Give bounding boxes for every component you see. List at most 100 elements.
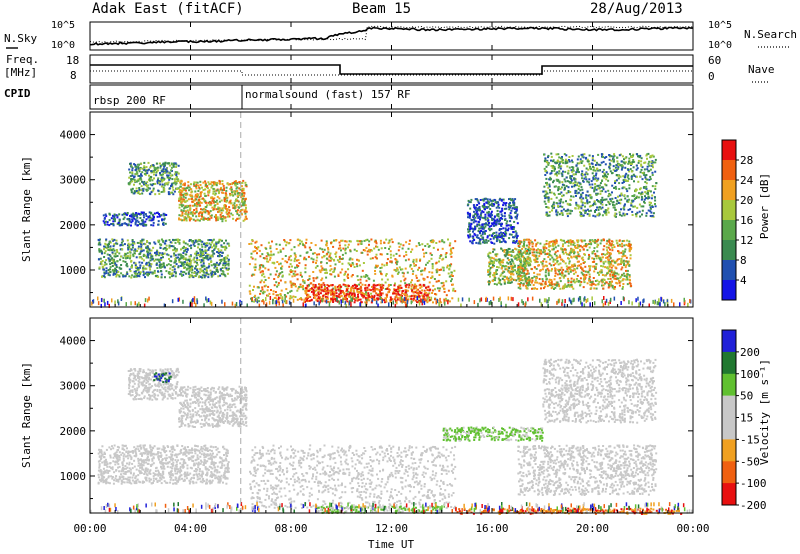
scatter-cell-3 bbox=[195, 193, 198, 196]
scatter-cell-6 bbox=[488, 201, 491, 204]
scatter-cell-0 bbox=[128, 250, 131, 253]
scatter-cell-0 bbox=[227, 267, 230, 270]
scatter-cell-0 bbox=[217, 250, 220, 253]
scatter-cell-3 bbox=[244, 198, 247, 201]
scatter-cell-2 bbox=[159, 172, 161, 174]
scatter-cell-6 bbox=[501, 234, 503, 237]
scatter-cell-4 bbox=[298, 262, 301, 265]
scatter-cell-3 bbox=[219, 216, 222, 219]
scatter-cell-7 bbox=[510, 281, 513, 284]
scatter-cell-0 bbox=[105, 263, 108, 266]
scatter-cell-0 bbox=[141, 261, 144, 264]
scatter-cell-8 bbox=[518, 240, 521, 243]
scatter-cell-8 bbox=[610, 280, 613, 283]
scatter-cell-0 bbox=[221, 251, 224, 254]
scatter-cell-8 bbox=[569, 270, 572, 273]
scatter-cell-8 bbox=[570, 281, 573, 284]
scatter-cell-1 bbox=[130, 215, 133, 218]
scatter-cell-8 bbox=[554, 272, 557, 275]
scatter-cell-4 bbox=[415, 245, 418, 248]
scatter-cell-0 bbox=[146, 254, 149, 257]
scatter-cell-1 bbox=[145, 223, 148, 226]
scatter-cell-6 bbox=[488, 229, 491, 232]
scatter-cell-5 bbox=[392, 292, 395, 295]
scatter-cell-5 bbox=[357, 293, 359, 296]
scatter-cell-4 bbox=[312, 252, 315, 255]
scatter-cell-6 bbox=[476, 213, 479, 216]
scatter-cell-4 bbox=[406, 271, 409, 274]
scatter-cell-4 bbox=[329, 273, 332, 276]
scatter-cell-7 bbox=[502, 264, 504, 267]
scatter-cell-6 bbox=[505, 207, 508, 210]
scatter-cell-8 bbox=[605, 256, 608, 259]
scatter-cell-5 bbox=[353, 292, 356, 295]
scatter-cell-0 bbox=[218, 255, 221, 258]
scatter-cell-2 bbox=[138, 163, 140, 166]
scatter-cell-4 bbox=[396, 268, 399, 271]
scatter-cell-6 bbox=[477, 220, 480, 223]
scatter-cell-0 bbox=[221, 258, 224, 261]
scatter-cell-8 bbox=[520, 241, 523, 244]
scatter-cell-6 bbox=[471, 240, 474, 243]
scatter-cell-1 bbox=[148, 211, 151, 214]
scatter-cell-6 bbox=[495, 234, 498, 237]
scatter-cell-7 bbox=[518, 271, 521, 273]
scatter-cell-8 bbox=[534, 281, 537, 284]
scatter-cell-0 bbox=[157, 270, 159, 273]
scatter-cell-4 bbox=[258, 300, 261, 303]
scatter-cell-7 bbox=[519, 251, 522, 254]
scatter-cell-4 bbox=[291, 270, 294, 273]
scatter-cell-0 bbox=[146, 250, 148, 253]
scatter-cell-6 bbox=[500, 231, 502, 234]
scatter-cell-3 bbox=[193, 181, 196, 184]
scatter-cell-0 bbox=[117, 270, 120, 273]
scatter-cell-8 bbox=[602, 262, 605, 265]
scatter-cell-2 bbox=[154, 182, 157, 185]
scatter-cell-4 bbox=[344, 240, 347, 243]
scatter-cell-0 bbox=[164, 247, 167, 249]
scatter-cell-4 bbox=[320, 261, 323, 264]
scatter-cell-0 bbox=[108, 243, 110, 245]
scatter-cell-0 bbox=[196, 269, 198, 272]
scatter-cell-4 bbox=[280, 289, 283, 292]
scatter-cell-3 bbox=[186, 193, 189, 196]
scatter-cell-0 bbox=[188, 255, 191, 258]
scatter-cell-8 bbox=[573, 263, 576, 266]
scatter-cell-0 bbox=[158, 264, 161, 267]
scatter-cell-0 bbox=[109, 263, 112, 266]
scatter-cell-8 bbox=[613, 270, 616, 273]
scatter-cell-4 bbox=[448, 244, 451, 247]
scatter-cell-4 bbox=[296, 264, 298, 267]
scatter-cell-8 bbox=[560, 247, 563, 250]
scatter-cell-7 bbox=[499, 261, 502, 264]
scatter-cell-4 bbox=[403, 255, 406, 258]
scatter-cell-0 bbox=[217, 275, 220, 278]
scatter-cell-4 bbox=[377, 248, 380, 251]
scatter-cell-3 bbox=[226, 213, 229, 216]
scatter-cell-0 bbox=[139, 264, 142, 267]
scatter-cell-0 bbox=[153, 241, 156, 244]
scatter-cell-4 bbox=[347, 273, 349, 276]
scatter-cell-6 bbox=[508, 204, 511, 207]
scatter-cell-4 bbox=[359, 278, 362, 281]
scatter-cell-0 bbox=[127, 244, 129, 247]
scatter-cell-2 bbox=[137, 179, 140, 182]
scatter-cell-5 bbox=[375, 292, 378, 295]
scatter-cell-4 bbox=[389, 250, 392, 253]
scatter-cell-2 bbox=[134, 173, 137, 176]
scatter-cell-8 bbox=[598, 280, 601, 283]
scatter-cell-6 bbox=[479, 238, 482, 241]
scatter-cell-5 bbox=[412, 299, 415, 302]
scatter-cell-4 bbox=[391, 241, 394, 244]
scatter-cell-4 bbox=[431, 276, 434, 279]
scatter-cell-4 bbox=[258, 249, 261, 252]
scatter-cell-4 bbox=[323, 255, 325, 258]
scatter-cell-8 bbox=[579, 277, 582, 280]
scatter-cell-0 bbox=[204, 274, 207, 277]
scatter-cell-5 bbox=[425, 299, 428, 302]
scatter-cell-2 bbox=[147, 168, 150, 171]
scatter-cell-0 bbox=[115, 268, 117, 271]
scatter-cell-0 bbox=[160, 276, 163, 279]
scatter-cell-3 bbox=[238, 187, 241, 190]
scatter-cell-2 bbox=[158, 181, 161, 184]
